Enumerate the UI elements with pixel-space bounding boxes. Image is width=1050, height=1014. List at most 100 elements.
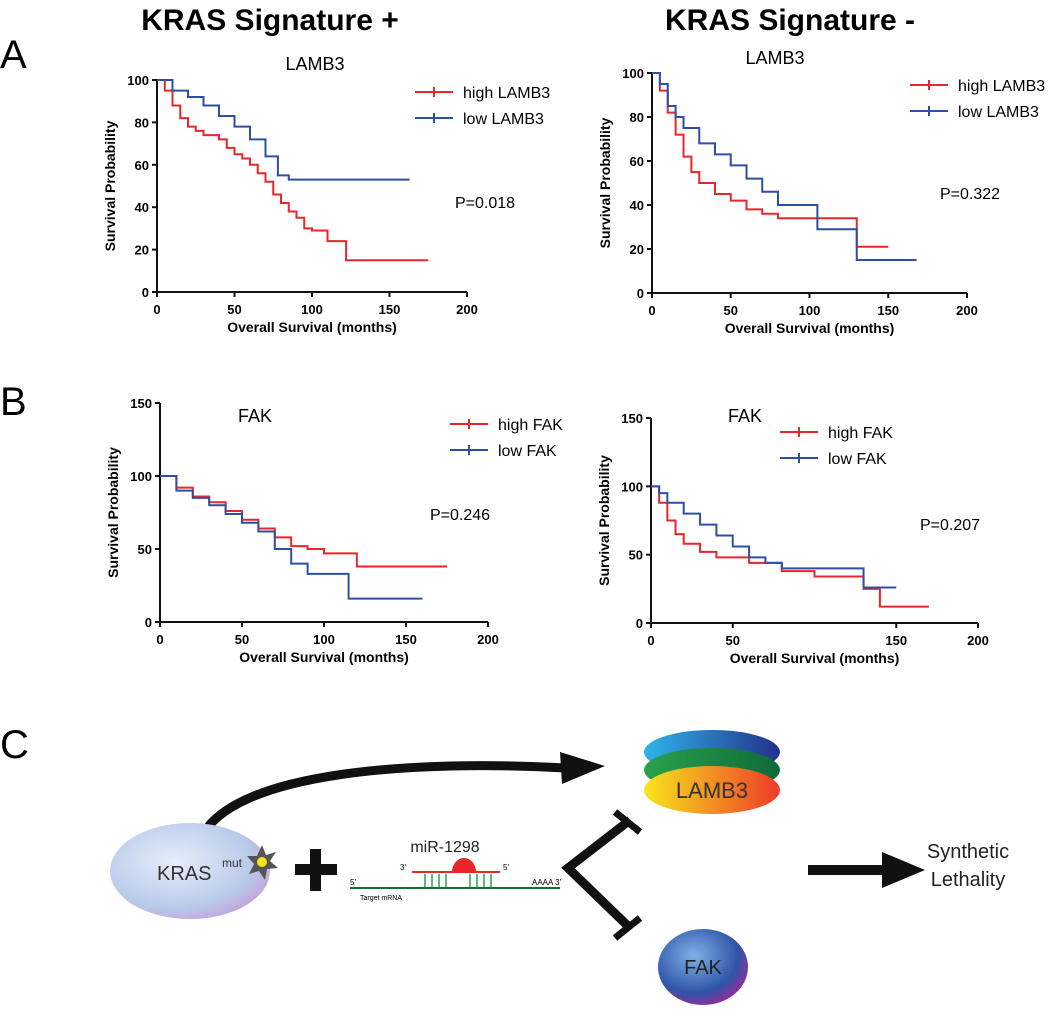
y-tick-label: 40 (630, 198, 644, 213)
legend-label: low FAK (828, 451, 887, 468)
survival-curve (160, 475, 423, 600)
diagram: KRAS mut miR-1298 3' 5' 5' AAAA 3' Targe… (110, 730, 1009, 1005)
chart-title: FAK (728, 406, 762, 426)
base-pairs (424, 874, 492, 887)
x-tick-label: 0 (648, 303, 655, 318)
x-tick-label: 200 (477, 632, 499, 647)
end-label: AAAA 3' (532, 878, 562, 887)
survival-curve (652, 72, 889, 248)
legend-label: high FAK (498, 417, 563, 434)
kras-sup: mut (222, 856, 243, 870)
x-tick-label: 200 (956, 303, 978, 318)
x-tick-label: 150 (395, 632, 417, 647)
survival-curve (652, 72, 917, 261)
x-axis-label: Overall Survival (months) (730, 650, 900, 666)
annotation: P=0.207 (920, 517, 980, 534)
y-tick-label: 0 (637, 286, 644, 301)
column-header: KRAS Signature + (141, 4, 399, 37)
y-tick-label: 100 (130, 469, 152, 484)
survival-curve (157, 79, 429, 262)
inhibition-bar (612, 809, 643, 835)
legend-label: low FAK (498, 443, 557, 460)
x-tick-label: 200 (456, 302, 478, 317)
x-axis-label: Overall Survival (months) (725, 320, 895, 336)
mirna-loop (452, 858, 476, 872)
y-tick-label: 0 (142, 285, 149, 300)
panel-label: B (0, 380, 27, 424)
panel-label: A (0, 33, 27, 77)
x-tick-label: 100 (313, 632, 335, 647)
chart-title: LAMB3 (745, 48, 804, 68)
y-axis-label: Survival Probability (596, 455, 612, 586)
inhibition (561, 816, 634, 932)
end-label: 5' (503, 863, 509, 872)
y-axis-label: Survival Probability (105, 447, 121, 578)
arrow (195, 761, 566, 842)
y-tick-label: 60 (135, 158, 149, 173)
end-label: 3' (400, 863, 406, 872)
x-tick-label: 50 (724, 303, 738, 318)
inhibition-bar (612, 915, 643, 941)
x-tick-label: 150 (885, 633, 907, 648)
survival-curve (157, 79, 410, 181)
outcome: Lethality (931, 869, 1006, 891)
y-tick-label: 80 (135, 115, 149, 130)
y-tick-label: 60 (630, 154, 644, 169)
survival-curve (651, 485, 929, 608)
mirna-label: miR-1298 (410, 839, 479, 856)
annotation: P=0.322 (940, 186, 1000, 203)
y-tick-label: 50 (138, 542, 152, 557)
end-label: 5' (350, 878, 356, 887)
x-tick-label: 150 (379, 302, 401, 317)
annotation: P=0.246 (430, 507, 490, 524)
x-axis-label: Overall Survival (months) (239, 649, 409, 665)
x-tick-label: 100 (301, 302, 323, 317)
x-tick-label: 50 (726, 633, 740, 648)
chart-title: FAK (238, 406, 272, 426)
x-tick-label: 0 (156, 632, 163, 647)
legend-label: high LAMB3 (463, 85, 550, 102)
plus (310, 849, 321, 891)
legend-label: high FAK (828, 425, 893, 442)
survival-curve (160, 475, 447, 568)
y-axis-label: Survival Probability (102, 120, 118, 251)
arrow (808, 865, 888, 875)
arrowhead (882, 852, 925, 888)
outcome: Synthetic (927, 841, 1009, 863)
x-tick-label: 150 (877, 303, 899, 318)
panel-label: C (0, 723, 29, 767)
legend-label: high LAMB3 (958, 78, 1045, 95)
y-tick-label: 0 (636, 616, 643, 631)
x-tick-label: 200 (967, 633, 989, 648)
lamb3-label: LAMB3 (676, 778, 748, 803)
x-tick-label: 50 (235, 632, 249, 647)
y-tick-label: 50 (629, 548, 643, 563)
legend-label: low LAMB3 (958, 104, 1039, 121)
y-tick-label: 150 (621, 411, 643, 426)
y-tick-label: 40 (135, 200, 149, 215)
x-tick-label: 0 (647, 633, 654, 648)
chart-title: LAMB3 (285, 54, 344, 74)
kras-shape (110, 823, 270, 919)
y-tick-label: 80 (630, 110, 644, 125)
y-tick-label: 150 (130, 396, 152, 411)
lamb3-layer (644, 766, 780, 814)
fak-label: FAK (684, 957, 722, 979)
legend-label: low LAMB3 (463, 111, 544, 128)
y-axis-label: Survival Probability (597, 117, 613, 248)
y-tick-label: 100 (127, 73, 149, 88)
x-axis-label: Overall Survival (months) (227, 319, 397, 335)
mrna-label: Target mRNA (360, 895, 402, 902)
annotation: P=0.018 (455, 195, 515, 212)
y-tick-label: 100 (622, 66, 644, 81)
fak-shape (658, 929, 748, 1005)
x-tick-label: 100 (799, 303, 821, 318)
arrowhead (560, 752, 605, 784)
y-tick-label: 20 (630, 242, 644, 257)
column-header: KRAS Signature - (665, 4, 915, 37)
x-tick-label: 50 (227, 302, 241, 317)
kras-label: KRAS (157, 863, 211, 885)
survival-curve (651, 485, 897, 589)
mutation-core (257, 857, 267, 867)
